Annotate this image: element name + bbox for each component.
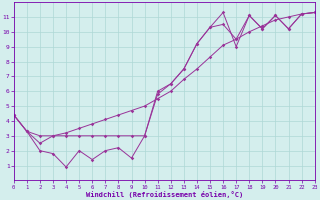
X-axis label: Windchill (Refroidissement éolien,°C): Windchill (Refroidissement éolien,°C) (85, 191, 243, 198)
